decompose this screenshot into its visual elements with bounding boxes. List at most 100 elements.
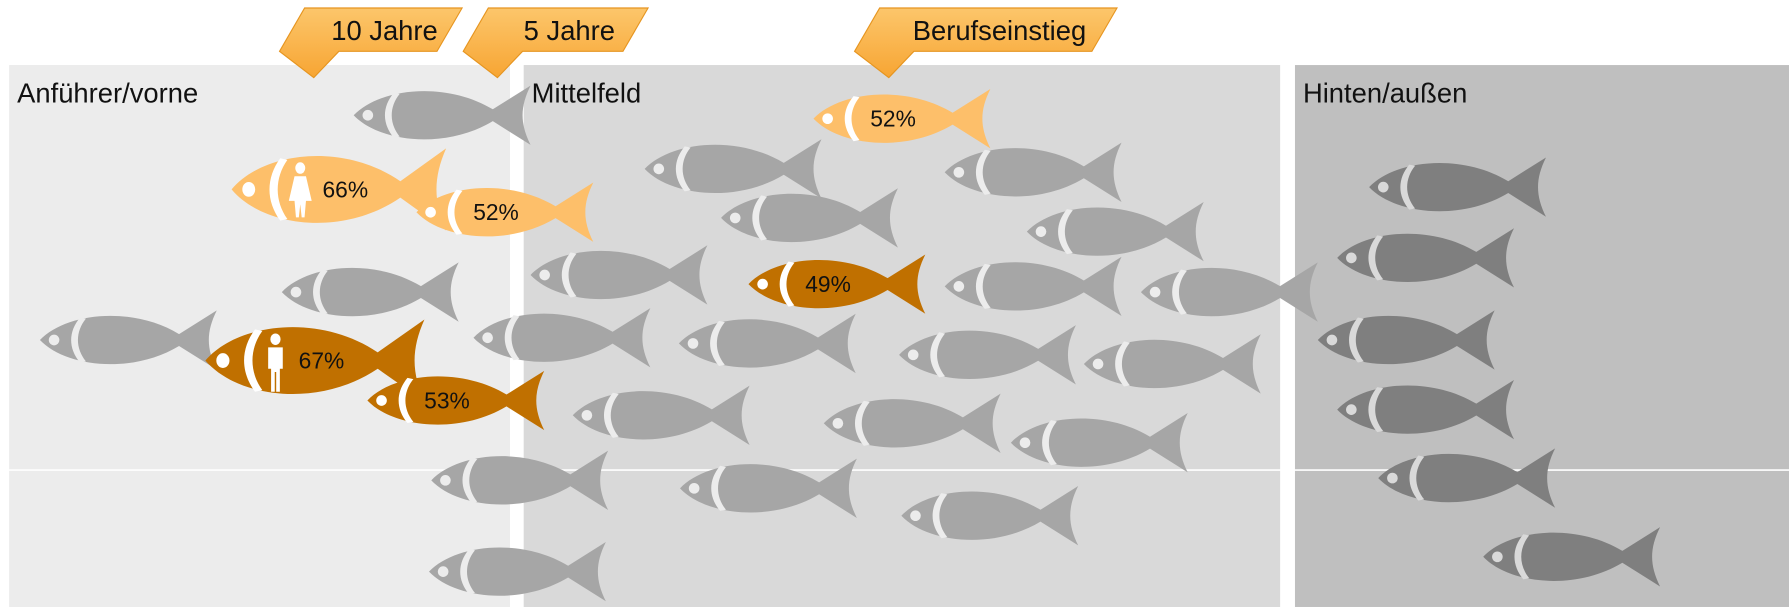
icon-head bbox=[295, 162, 306, 174]
fish-body bbox=[678, 313, 856, 374]
fish-gill bbox=[561, 252, 577, 298]
fish-label: 49% bbox=[805, 271, 851, 297]
fish-body bbox=[39, 310, 217, 370]
fish-eye bbox=[1377, 181, 1389, 193]
fish-body bbox=[944, 142, 1122, 202]
fish-label: 66% bbox=[322, 176, 368, 202]
fish-eye bbox=[290, 286, 302, 298]
fish-gill bbox=[71, 317, 86, 363]
fish-body bbox=[231, 148, 447, 231]
fish-eye bbox=[1346, 404, 1357, 415]
fish-gill bbox=[504, 315, 520, 361]
fish bbox=[431, 450, 609, 511]
fish-gill bbox=[1368, 387, 1384, 433]
fish-label: 67% bbox=[299, 348, 345, 374]
fish bbox=[1026, 201, 1204, 262]
fish-gill bbox=[752, 195, 768, 241]
fish bbox=[1083, 334, 1261, 394]
fish bbox=[813, 89, 991, 149]
fish-eye bbox=[1019, 437, 1031, 449]
fish-gill bbox=[1514, 534, 1530, 580]
fish-body bbox=[1337, 228, 1515, 288]
fish-gill bbox=[1172, 269, 1187, 315]
fish bbox=[1140, 262, 1318, 322]
fish-gill bbox=[269, 158, 288, 221]
fish-gill bbox=[462, 457, 478, 503]
fish-eye bbox=[1149, 286, 1161, 298]
fish-body bbox=[572, 385, 750, 445]
zone-label: Mittelfeld bbox=[532, 78, 642, 109]
fish bbox=[1378, 448, 1556, 508]
fish bbox=[473, 308, 651, 368]
fish-gill bbox=[1058, 209, 1073, 255]
fish bbox=[367, 370, 545, 431]
fish-eye bbox=[1492, 551, 1503, 563]
fish-label: 53% bbox=[424, 387, 470, 413]
fish-eye bbox=[729, 212, 741, 224]
fish bbox=[428, 541, 606, 602]
fish bbox=[899, 325, 1076, 385]
fish-body bbox=[1010, 413, 1188, 473]
fish-eye bbox=[653, 163, 665, 175]
fish-label: 52% bbox=[473, 199, 519, 225]
fish-body bbox=[1026, 201, 1204, 262]
tag-shape bbox=[853, 7, 1118, 79]
fish-body bbox=[1369, 157, 1546, 217]
fish-gill bbox=[603, 392, 619, 438]
tag-shape bbox=[462, 7, 650, 79]
fish-eye bbox=[953, 281, 965, 292]
zone-label: Hinten/außen bbox=[1303, 78, 1467, 109]
fish-eye bbox=[440, 475, 451, 486]
fish-eye bbox=[1387, 472, 1398, 484]
fish bbox=[748, 254, 926, 314]
fish bbox=[678, 313, 856, 374]
fish-body bbox=[813, 89, 991, 149]
fish-body bbox=[367, 370, 545, 431]
fish bbox=[39, 310, 217, 370]
fish-gill bbox=[710, 320, 725, 366]
fish-body bbox=[901, 486, 1079, 546]
fish bbox=[721, 188, 898, 248]
fish-eye bbox=[376, 395, 387, 406]
fish-gill bbox=[975, 149, 991, 195]
fish bbox=[823, 393, 1001, 453]
fish-eye bbox=[907, 349, 919, 361]
fish-gill bbox=[930, 332, 946, 378]
tag-label: 10 Jahre bbox=[331, 15, 438, 46]
fish bbox=[1337, 379, 1515, 440]
person-icon bbox=[288, 162, 312, 218]
fish-gill bbox=[932, 493, 948, 539]
fish bbox=[1369, 157, 1546, 217]
fish bbox=[1337, 228, 1515, 288]
fish-body bbox=[944, 256, 1122, 317]
fish-body bbox=[644, 139, 822, 199]
fish bbox=[416, 182, 594, 242]
fish-gill bbox=[711, 465, 726, 511]
fish-eye bbox=[757, 278, 768, 290]
fish-eye bbox=[539, 269, 550, 281]
fish-body bbox=[1083, 334, 1261, 394]
fish-gill bbox=[975, 263, 991, 309]
fish-eye bbox=[581, 409, 593, 421]
fish-body bbox=[428, 541, 606, 602]
fish-eye bbox=[687, 338, 699, 349]
fish bbox=[680, 458, 857, 518]
fish bbox=[205, 319, 425, 402]
icon-body bbox=[288, 176, 312, 218]
fish-eye bbox=[822, 113, 833, 125]
fish-body bbox=[431, 450, 609, 511]
zone-middle bbox=[523, 65, 1281, 607]
tag-label: 5 Jahre bbox=[524, 15, 615, 46]
fish bbox=[572, 385, 750, 445]
fish-eye bbox=[482, 332, 493, 344]
fish-body bbox=[680, 458, 857, 518]
fish-body bbox=[473, 308, 651, 368]
fish-eye bbox=[216, 353, 230, 368]
fish-body bbox=[530, 245, 708, 305]
fish-body bbox=[353, 85, 531, 145]
fish bbox=[901, 486, 1079, 546]
fish bbox=[353, 85, 531, 145]
fish-gill bbox=[1042, 420, 1057, 466]
